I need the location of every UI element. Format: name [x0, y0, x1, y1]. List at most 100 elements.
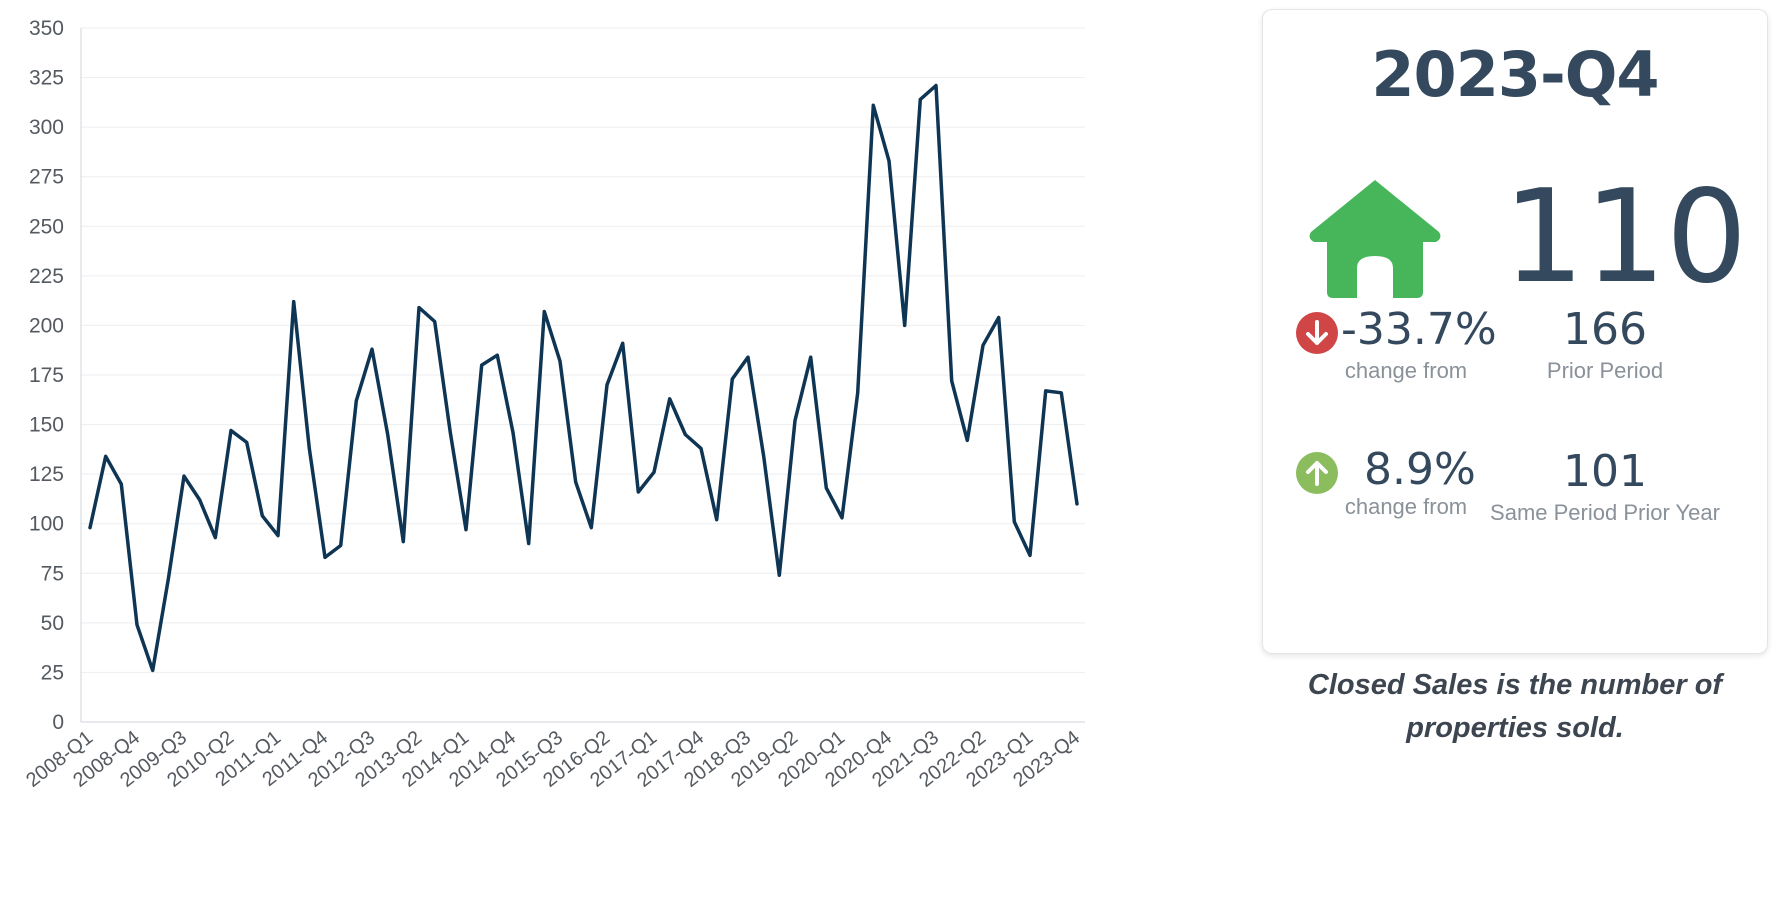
series-points — [88, 84, 1079, 672]
y-tick-label: 325 — [29, 67, 64, 90]
data-point — [355, 399, 358, 402]
data-point — [261, 514, 264, 517]
y-tick-label: 75 — [41, 562, 64, 585]
data-point — [715, 518, 718, 521]
y-tick-label: 250 — [29, 215, 64, 238]
y-tick-label: 350 — [29, 17, 64, 40]
house-icon — [1309, 180, 1441, 298]
y-tick-label: 300 — [29, 116, 64, 139]
summary-card: 2023-Q4 110 -33.7% change from 166 Prior… — [1262, 9, 1768, 654]
data-point — [386, 433, 389, 436]
prior-period-change: -33.7% — [1341, 304, 1497, 355]
data-point — [825, 486, 828, 490]
data-point — [276, 534, 280, 537]
data-point — [433, 320, 436, 323]
data-point — [731, 377, 734, 381]
data-point — [699, 447, 703, 450]
data-point — [308, 447, 311, 450]
y-tick-label: 225 — [29, 265, 64, 288]
data-point — [417, 306, 421, 309]
data-point — [793, 419, 797, 422]
prior-year-change-label: change from — [1344, 494, 1468, 519]
y-tick-label: 100 — [29, 513, 64, 536]
closed-sales-line-chart: 0 25 50 75 100 125 150 175 200 225 250 275 300 325 350… — [22, 17, 1085, 792]
prior-period-change-label: change from — [1344, 358, 1468, 383]
data-point — [1044, 389, 1047, 393]
data-point — [762, 455, 765, 458]
data-point — [323, 556, 327, 559]
data-point — [872, 104, 875, 107]
prior-year-value: 101 — [1563, 446, 1647, 497]
data-point — [652, 470, 656, 474]
data-point — [574, 480, 577, 484]
data-point — [370, 348, 374, 351]
data-point — [590, 526, 593, 529]
data-point — [934, 84, 938, 87]
data-point — [480, 363, 483, 367]
data-point — [1075, 502, 1079, 506]
data-point — [88, 526, 92, 529]
chart-gridlines — [81, 27, 1085, 673]
prior-year-label: Same Period Prior Year — [1490, 500, 1720, 525]
data-point — [605, 383, 609, 387]
y-tick-label: 200 — [29, 314, 64, 337]
data-point — [558, 359, 562, 363]
y-tick-label: 25 — [41, 661, 64, 684]
data-point — [120, 482, 123, 486]
prior-period-label: Prior Period — [1546, 358, 1664, 383]
data-point — [449, 431, 452, 434]
data-point — [214, 536, 217, 539]
data-point — [292, 300, 295, 303]
data-point — [621, 342, 624, 345]
data-point — [903, 324, 906, 327]
data-point — [198, 498, 201, 502]
y-axis-tick-labels: 0 25 50 75 100 125 150 175 200 225 250 275 300 325 350 — [29, 17, 64, 734]
y-tick-label: 175 — [29, 364, 64, 387]
data-point — [966, 439, 969, 442]
data-point — [840, 516, 844, 519]
data-point — [887, 159, 891, 163]
data-point — [950, 379, 953, 383]
data-point — [809, 355, 812, 359]
data-point — [245, 441, 248, 444]
data-point — [746, 355, 750, 359]
data-point — [919, 98, 922, 101]
data-point — [1060, 391, 1063, 395]
data-point — [402, 540, 405, 543]
data-point — [511, 431, 515, 434]
data-point — [464, 528, 468, 531]
y-tick-label: 125 — [29, 463, 64, 486]
data-point — [167, 578, 170, 581]
data-point — [339, 544, 342, 547]
prior-period-value: 166 — [1563, 304, 1647, 355]
prior-year-change: 8.9% — [1364, 444, 1476, 495]
data-point — [527, 542, 530, 545]
data-point — [778, 574, 781, 577]
data-point — [684, 433, 687, 436]
closed-sales-series-line — [88, 83, 1079, 673]
y-tick-label: 0 — [52, 711, 64, 734]
data-point — [135, 623, 139, 627]
data-point — [1013, 520, 1016, 523]
data-point — [496, 353, 499, 357]
arrow-down-icon — [1296, 312, 1338, 354]
data-point — [637, 490, 640, 494]
period-title: 2023-Q4 — [1371, 38, 1659, 111]
data-point — [1028, 554, 1032, 557]
data-point — [182, 474, 186, 478]
y-tick-label: 50 — [41, 612, 64, 635]
current-value: 110 — [1503, 163, 1748, 312]
metric-definition-note: Closed Sales is the number of properties… — [1307, 669, 1723, 744]
data-point — [543, 310, 546, 313]
data-point — [668, 397, 671, 400]
data-point — [229, 429, 233, 432]
y-tick-label: 150 — [29, 414, 64, 437]
data-point — [151, 669, 154, 672]
data-point — [981, 344, 985, 347]
x-axis-tick-labels: 2008-Q12008-Q42009-Q32010-Q22011-Q12011-… — [22, 727, 1084, 792]
y-tick-label: 275 — [29, 166, 64, 189]
data-point — [856, 391, 859, 395]
data-point — [997, 316, 1000, 319]
arrow-up-icon — [1296, 452, 1338, 494]
data-point — [104, 455, 107, 458]
